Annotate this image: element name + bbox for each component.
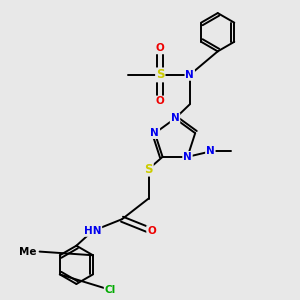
Text: N: N [183, 152, 192, 162]
Text: N: N [171, 113, 179, 124]
Text: Me: Me [19, 247, 37, 256]
Text: N: N [151, 128, 159, 138]
Text: O: O [147, 226, 156, 236]
Text: O: O [156, 96, 165, 106]
Text: S: S [156, 68, 165, 81]
Text: N: N [206, 146, 215, 157]
Text: N: N [185, 70, 194, 80]
Text: O: O [156, 44, 165, 53]
Text: Cl: Cl [105, 285, 116, 295]
Text: HN: HN [84, 226, 101, 236]
Text: S: S [144, 163, 153, 176]
